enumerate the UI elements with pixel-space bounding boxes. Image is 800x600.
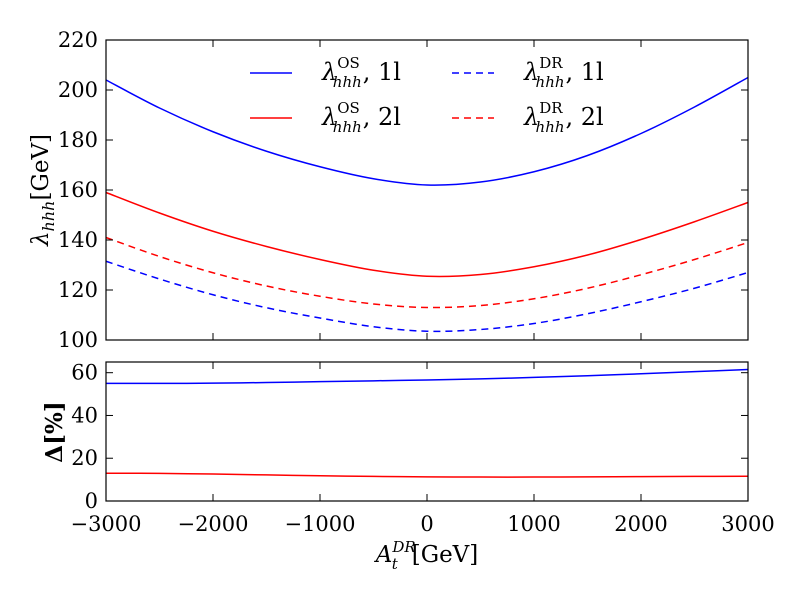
bottom-ytick-label: 60 xyxy=(71,361,98,385)
top-panel: 100 120 140 160 180 200 220 λhhh[GeV] λOS hhh, … xyxy=(28,28,749,352)
legend-label-4: λDR hhh, 2l xyxy=(523,99,604,136)
top-ytick-label: 140 xyxy=(58,228,98,252)
top-ytick-label: 100 xyxy=(58,328,98,352)
top-series-2 xyxy=(105,191,749,278)
legend: λOS hhh, 1l λOS hhh, 2l λDR hhh, 1l λDR hhh, 2l xyxy=(250,54,604,136)
bottom-ytick-label: 40 xyxy=(71,403,98,427)
bottom-xtick-label: −2000 xyxy=(177,512,248,536)
top-series-3 xyxy=(105,260,749,333)
top-ytick-label: 120 xyxy=(58,278,98,302)
bottom-curves xyxy=(105,368,749,478)
bottom-ylabel: Δ[%] xyxy=(41,401,68,462)
bottom-xtick-label: 0 xyxy=(420,512,433,536)
top-ytick-label: 200 xyxy=(58,78,98,102)
top-ytick-label: 160 xyxy=(58,178,98,202)
bottom-xtick-label: −1000 xyxy=(284,512,355,536)
bottom-ticks: 0 20 40 60 −3000 −2000 −1000 0 1000 2000 3000 xyxy=(70,361,774,536)
bottom-panel: 0 20 40 60 −3000 −2000 −1000 0 1000 2000 3000 Δ[%]… xyxy=(41,361,775,573)
top-ytick-label: 220 xyxy=(58,28,98,52)
bottom-xtick-label: 2000 xyxy=(614,512,667,536)
top-series-4 xyxy=(105,236,749,309)
top-ytick-label: 180 xyxy=(58,128,98,152)
top-series-1 xyxy=(105,76,749,186)
top-curves xyxy=(105,76,749,333)
top-ticks: 100 120 140 160 180 200 220 xyxy=(58,28,749,352)
top-plot-frame xyxy=(105,39,749,341)
legend-label-3: λDR hhh, 1l xyxy=(523,54,604,91)
bottom-plot-frame xyxy=(105,361,749,502)
bottom-ytick-label: 0 xyxy=(85,489,98,513)
top-ylabel: λhhh[GeV] xyxy=(28,134,58,247)
legend-label-2: λOS hhh, 2l xyxy=(321,99,401,136)
bottom-series-1 xyxy=(105,368,749,385)
bottom-xtick-label: 3000 xyxy=(721,512,774,536)
bottom-xtick-label: 1000 xyxy=(507,512,560,536)
legend-label-1: λOS hhh, 1l xyxy=(321,54,401,91)
bottom-xtick-label: −3000 xyxy=(70,512,141,536)
bottom-series-2 xyxy=(105,472,749,478)
bottom-ytick-label: 20 xyxy=(71,446,98,470)
bottom-xlabel: ADR t [GeV] xyxy=(374,538,479,573)
